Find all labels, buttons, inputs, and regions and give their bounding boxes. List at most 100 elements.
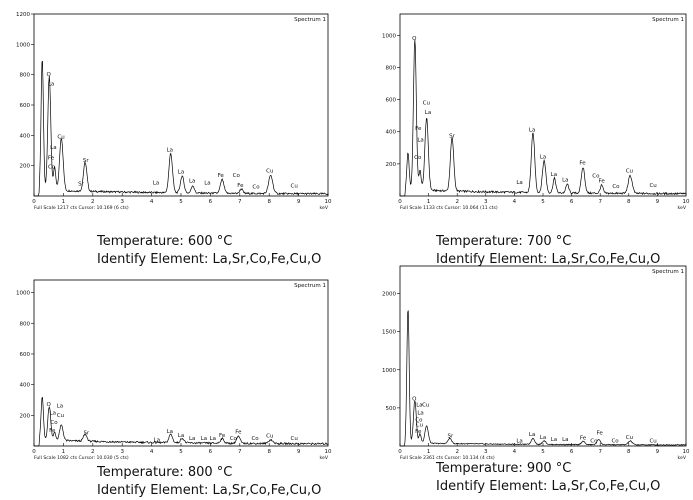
peak-label: Co bbox=[233, 173, 241, 179]
y-tick-label: 800 bbox=[386, 65, 397, 71]
peak-label: La bbox=[562, 437, 568, 443]
x-tick-label: 7 bbox=[238, 449, 242, 455]
x-tick-label: 4 bbox=[513, 449, 517, 455]
peak-label: Cu bbox=[626, 435, 633, 441]
x-tick-label: 3 bbox=[120, 449, 124, 455]
y-tick-label: 1000 bbox=[16, 42, 30, 48]
caption-temperature: Temperature: 600 °C bbox=[97, 234, 233, 249]
peak-label: O bbox=[47, 72, 52, 78]
x-tick-label: 0 bbox=[32, 199, 36, 205]
spectrum-chart-800: Spectrum 1 200 400 600 800 1000 0 1 2 3 4 5 6 7 8 9 10 Fu… bbox=[2, 276, 332, 464]
x-axis-label: keV bbox=[678, 205, 687, 210]
caption-900: Temperature: 900 °C Identify Element: La… bbox=[436, 460, 660, 496]
x-tick-label: 2 bbox=[455, 449, 459, 455]
y-tick-label: 1000 bbox=[382, 368, 396, 374]
peak-label: La bbox=[529, 432, 535, 438]
spectrum-title: Spectrum 1 bbox=[652, 17, 684, 23]
peak-label: Cu bbox=[57, 413, 64, 419]
x-tick-label: 1 bbox=[62, 449, 66, 455]
peak-label: La bbox=[189, 436, 195, 442]
peak-label: La bbox=[551, 172, 557, 178]
x-tick-label: 0 bbox=[32, 449, 36, 455]
x-tick-label: 0 bbox=[398, 199, 402, 205]
peak-label: Co bbox=[414, 155, 422, 161]
caption-600: Temperature: 600 °C Identify Element: La… bbox=[97, 233, 321, 269]
spectrum-svg-600: Spectrum 1 200 400 600 800 1000 1200 0 1 2 3 4 5 6 7 8 9… bbox=[16, 12, 332, 211]
x-tick-label: 1 bbox=[62, 199, 66, 205]
peak-label: La bbox=[167, 429, 173, 435]
x-tick-label: 8 bbox=[267, 449, 271, 455]
y-tick-label: 400 bbox=[20, 383, 31, 389]
peak-label: Sr bbox=[83, 430, 89, 436]
peak-label: O bbox=[47, 402, 52, 408]
peak-label: Fe bbox=[237, 183, 244, 189]
x-tick-label: 6 bbox=[570, 449, 574, 455]
peak-label: La bbox=[416, 402, 422, 408]
peak-label: La bbox=[153, 181, 159, 187]
peak-label: Fe bbox=[415, 126, 422, 132]
peak-label: La bbox=[540, 154, 546, 160]
x-tick-label: 9 bbox=[656, 199, 660, 205]
peak-label: La bbox=[204, 181, 210, 187]
caption-elements: Identify Element: La,Sr,Co,Fe,Cu,O bbox=[436, 252, 661, 267]
spectrum-title: Spectrum 1 bbox=[294, 283, 326, 289]
spectrum-trace bbox=[400, 39, 687, 197]
peak-label: Fe bbox=[599, 178, 606, 184]
peak-label: Cu bbox=[626, 169, 633, 175]
spectrum-svg-900: Spectrum 1 500 1000 1500 2000 0 1 2 3 4 5 6 7 8 9 10 Ful… bbox=[382, 265, 690, 461]
peak-label: Co bbox=[590, 439, 598, 445]
spectrum-chart-700: Spectrum 1 200 400 600 800 1000 0 1 2 3 4 5 6 7 8 9 10 Fu… bbox=[368, 10, 690, 214]
peak-label: O bbox=[412, 396, 417, 402]
peak-label: La bbox=[48, 81, 54, 87]
y-tick-label: 800 bbox=[20, 73, 31, 79]
caption-temperature: Temperature: 700 °C bbox=[436, 234, 572, 249]
x-tick-label: 3 bbox=[484, 449, 488, 455]
x-tick-label: 10 bbox=[325, 199, 332, 205]
peak-label: La bbox=[540, 435, 546, 441]
spectrum-svg-700: Spectrum 1 200 400 600 800 1000 0 1 2 3 4 5 6 7 8 9 10 Fu… bbox=[382, 13, 690, 211]
x-tick-label: 2 bbox=[455, 199, 459, 205]
caption-elements: Identify Element: La,Sr,Co,Fe,Cu,O bbox=[97, 483, 322, 498]
peak-label: La bbox=[50, 411, 56, 417]
peak-label: La bbox=[417, 137, 423, 143]
x-tick-label: 9 bbox=[297, 199, 301, 205]
peak-label: Fe bbox=[415, 429, 422, 435]
x-tick-label: 2 bbox=[91, 449, 95, 455]
peak-label: Co bbox=[252, 184, 260, 190]
spectrum-title: Spectrum 1 bbox=[294, 17, 326, 23]
spectrum-chart-900: Spectrum 1 500 1000 1500 2000 0 1 2 3 4 5 6 7 8 9 10 Ful… bbox=[368, 262, 690, 464]
peak-label: Sr bbox=[447, 434, 453, 440]
peak-label: Fe bbox=[218, 173, 225, 179]
y-tick-label: 400 bbox=[20, 133, 31, 139]
peak-label: La bbox=[178, 169, 184, 175]
plot-frame bbox=[33, 279, 329, 447]
x-tick-label: 3 bbox=[484, 199, 488, 205]
caption-800: Temperature: 800 °C Identify Element: La… bbox=[97, 464, 321, 500]
peak-label: Cu bbox=[291, 184, 298, 190]
caption-elements: Identify Element: La,Sr,Co,Fe,Cu,O bbox=[97, 252, 322, 267]
x-tick-label: 4 bbox=[150, 449, 154, 455]
y-tick-label: 200 bbox=[20, 164, 31, 170]
peak-label: Fe bbox=[219, 433, 226, 439]
spectrum-trace bbox=[34, 396, 329, 447]
peak-label: La bbox=[178, 433, 184, 439]
peak-label: Cu bbox=[57, 134, 64, 140]
y-tick-label: 1000 bbox=[16, 291, 30, 297]
peak-label: Co bbox=[50, 420, 58, 426]
y-tick-label: 1000 bbox=[382, 33, 396, 39]
x-tick-label: 7 bbox=[238, 199, 242, 205]
x-tick-label: 8 bbox=[627, 199, 631, 205]
peak-label: La bbox=[516, 439, 522, 445]
x-tick-label: 8 bbox=[267, 199, 271, 205]
peak-label: La bbox=[167, 147, 173, 153]
peak-label: Co bbox=[230, 436, 238, 442]
peak-label: Co bbox=[415, 418, 423, 424]
peak-label: Cu bbox=[266, 168, 273, 174]
x-axis-label: keV bbox=[678, 455, 687, 460]
x-tick-label: 6 bbox=[209, 199, 213, 205]
peak-label: La bbox=[516, 180, 522, 186]
x-axis-label: keV bbox=[320, 205, 329, 210]
x-tick-label: 5 bbox=[541, 199, 545, 205]
x-tick-label: 5 bbox=[179, 449, 183, 455]
caption-700: Temperature: 700 °C Identify Element: La… bbox=[436, 233, 660, 269]
